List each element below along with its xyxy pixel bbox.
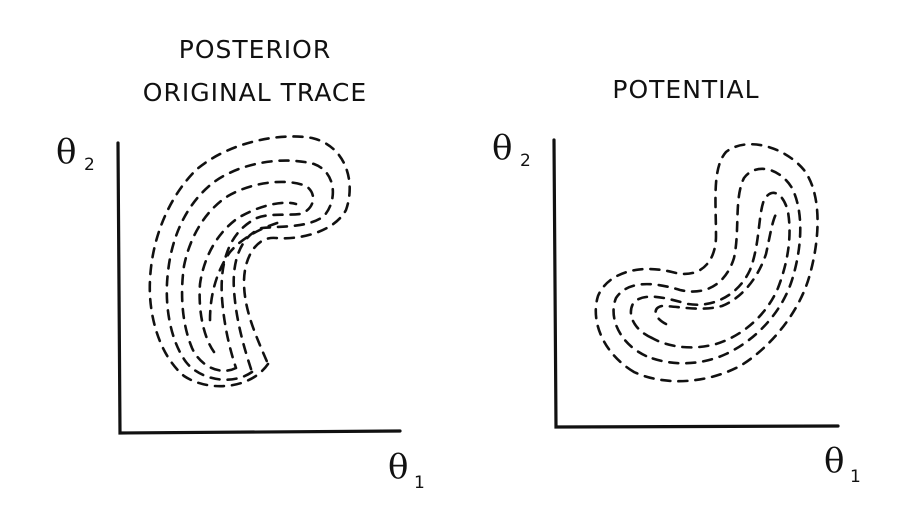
- potential-axes: [554, 140, 838, 427]
- posterior-x-axis-subscript: 1: [414, 473, 425, 493]
- posterior-title-line-2: ORIGINAL TRACE: [143, 78, 367, 107]
- potential-title: POTENTIAL: [612, 75, 759, 104]
- posterior-y-axis-label: θ 2: [56, 132, 95, 175]
- potential-x-axis-label: θ 1: [824, 441, 861, 487]
- potential-x-axis-symbol: θ: [824, 441, 844, 481]
- potential-x-axis-subscript: 1: [850, 467, 861, 487]
- posterior-contour-inner: [182, 182, 313, 371]
- posterior-contour-outer: [150, 136, 350, 386]
- potential-y-axis-label: θ 2: [492, 128, 531, 171]
- posterior-y-axis-subscript: 2: [84, 155, 95, 175]
- panel-posterior: POSTERIOR ORIGINAL TRACE θ 2 θ 1: [56, 35, 425, 493]
- posterior-axes: [118, 143, 400, 433]
- posterior-y-axis-symbol: θ: [56, 132, 76, 172]
- posterior-x-axis-symbol: θ: [388, 447, 408, 487]
- posterior-x-axis-label: θ 1: [388, 447, 425, 493]
- potential-trace-contours: [596, 144, 818, 381]
- posterior-title-line-1: POSTERIOR: [179, 35, 331, 64]
- potential-y-axis-symbol: θ: [492, 128, 512, 168]
- potential-y-axis-subscript: 2: [520, 151, 531, 171]
- panel-potential: POTENTIAL θ 2 θ 1: [492, 75, 861, 487]
- posterior-trace-contours: [150, 136, 350, 386]
